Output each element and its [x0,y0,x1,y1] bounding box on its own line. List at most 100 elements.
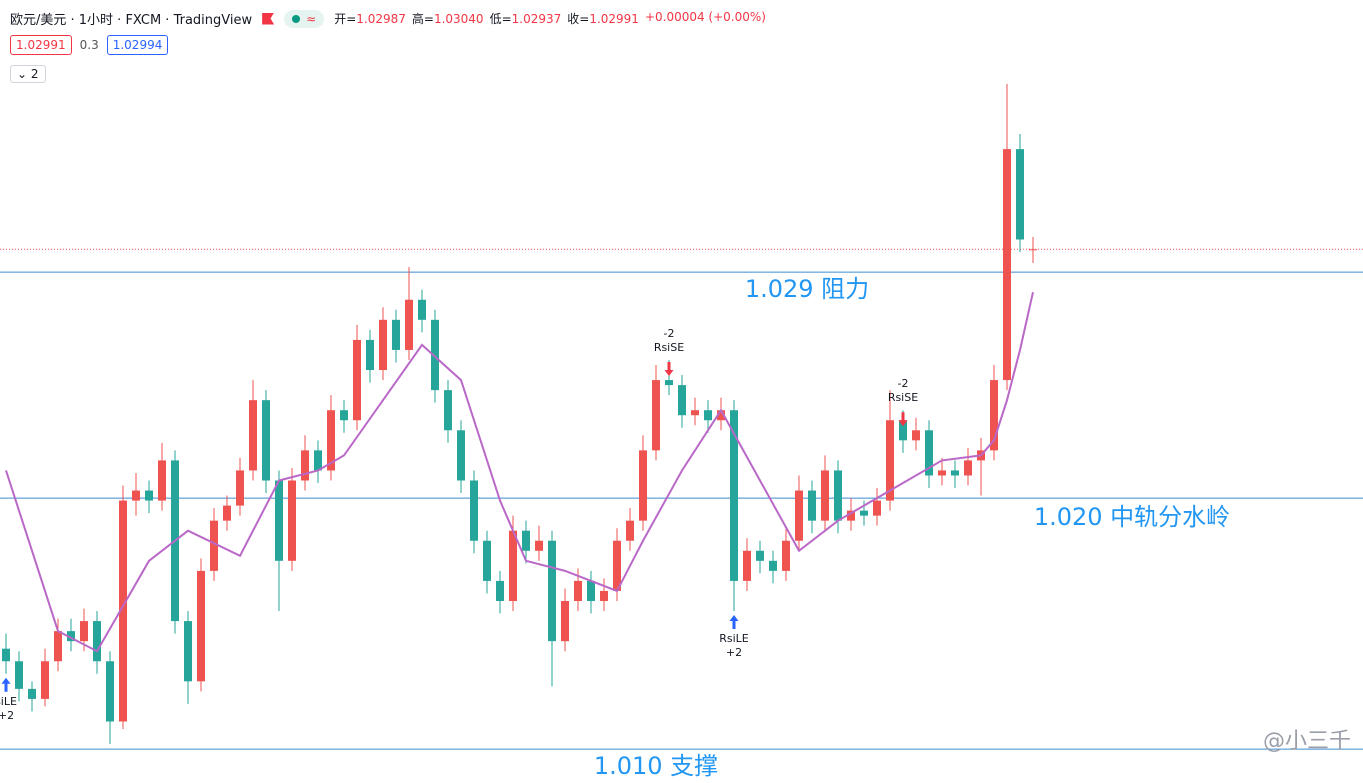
candle-body [236,470,244,506]
candle-body [912,430,920,441]
signal-qty: +2 [0,709,14,722]
candle-body [418,299,426,320]
ohlc-value: 1.02937 [511,12,562,26]
candle-body [275,480,283,561]
candle-body [93,621,101,662]
candle-body [756,550,764,561]
candle-body [1003,149,1011,381]
signal-label: RsiSE [888,391,918,404]
candle-body [743,550,751,581]
candle-body [158,460,166,501]
candle-body [691,410,699,416]
watermark: @小三千 [1262,729,1351,754]
signal-qty: -2 [664,327,675,340]
candle-body [223,505,231,521]
candle-body [301,450,309,481]
candle-body [574,580,582,601]
candle-body [314,450,322,471]
ohlc-key: 开= [334,12,357,26]
candle-body [67,631,75,642]
signal-arrow [898,412,908,427]
level-label: 1.010 支撑 [594,752,718,780]
candle-body [457,430,465,481]
candle-body [847,510,855,521]
candle-body [2,648,10,662]
signal-arrow [729,615,739,630]
candle-body [106,661,114,722]
candle-body [444,390,452,431]
candle-body [80,621,88,642]
candle-body [704,410,712,421]
candle-body [990,380,998,451]
candle-body [431,319,439,391]
signal-qty: -2 [898,377,909,390]
ohlc-value: 1.02987 [356,12,406,26]
candle-body [769,560,777,571]
signal-arrow [664,361,674,376]
pill-icon: ≈ [306,11,317,26]
candle-body [15,661,23,689]
ohlc-item: 高=1.03040 [412,10,484,27]
level-label: 1.029 阻力 [745,275,869,303]
candle-body [327,410,335,471]
candle-body [54,631,62,662]
candle-body [41,661,49,699]
candle-body [132,490,140,501]
signal-label: RsiSE [654,341,684,354]
candle-body [795,490,803,541]
candle-body [535,540,543,551]
candle-body [353,339,361,421]
ohlc-value: 1.02991 [589,12,639,26]
ohlc-value: 1.03040 [433,12,484,26]
candle-body [717,410,725,421]
candle-body [860,510,868,516]
candle-body [483,540,491,581]
candle-body [509,530,517,601]
candle-body [184,621,192,682]
candle-body [587,580,595,601]
candle-body [561,600,569,642]
candle-body [366,339,374,371]
candle-body [262,400,270,481]
candle-body [951,470,959,476]
ohlc-key: 低= [489,12,512,26]
header: 欧元/美元 · 1小时 · FXCM · TradingView ≈ 开=1.0… [10,9,766,28]
candle-body [899,420,907,441]
indicator-count: 2 [30,67,39,81]
candle-body [1029,249,1037,251]
candle-body [886,420,894,501]
candle-body [665,380,673,386]
candle-body [392,319,400,350]
flag-icon[interactable] [262,12,275,25]
indicators-toggle[interactable]: ⌄ 2 [10,65,46,83]
candle-body [925,430,933,476]
candle-body [613,540,621,591]
symbol[interactable]: 欧元/美元 · 1小时 · FXCM · TradingView [10,13,253,28]
price-boxes: 1.02991 0.3 1.02994 [10,35,169,55]
candle-body [249,400,257,471]
candle-body [808,490,816,521]
signal-arrow [1,677,11,692]
ohlc-key: 高= [411,12,434,26]
candle-body [938,470,946,476]
ohlc-key: 收= [567,12,590,26]
candle-body [379,319,387,371]
candle-body [522,530,530,551]
signal-qty: +2 [726,646,742,659]
candle-body [119,500,127,722]
ask-button[interactable]: 1.02994 [106,35,169,55]
candle-body [548,540,556,642]
status-pill[interactable]: ≈ [284,9,325,28]
ohlc-item: 低=1.02937 [490,10,562,27]
candle-body [496,580,504,601]
candle-body [834,470,842,521]
candle-body [639,450,647,521]
candle-body [964,460,972,476]
candle-body [821,470,829,521]
candle-body [652,380,660,451]
candle-body [600,590,608,601]
candle-body [678,385,686,416]
bid-button[interactable]: 1.02991 [10,35,72,55]
